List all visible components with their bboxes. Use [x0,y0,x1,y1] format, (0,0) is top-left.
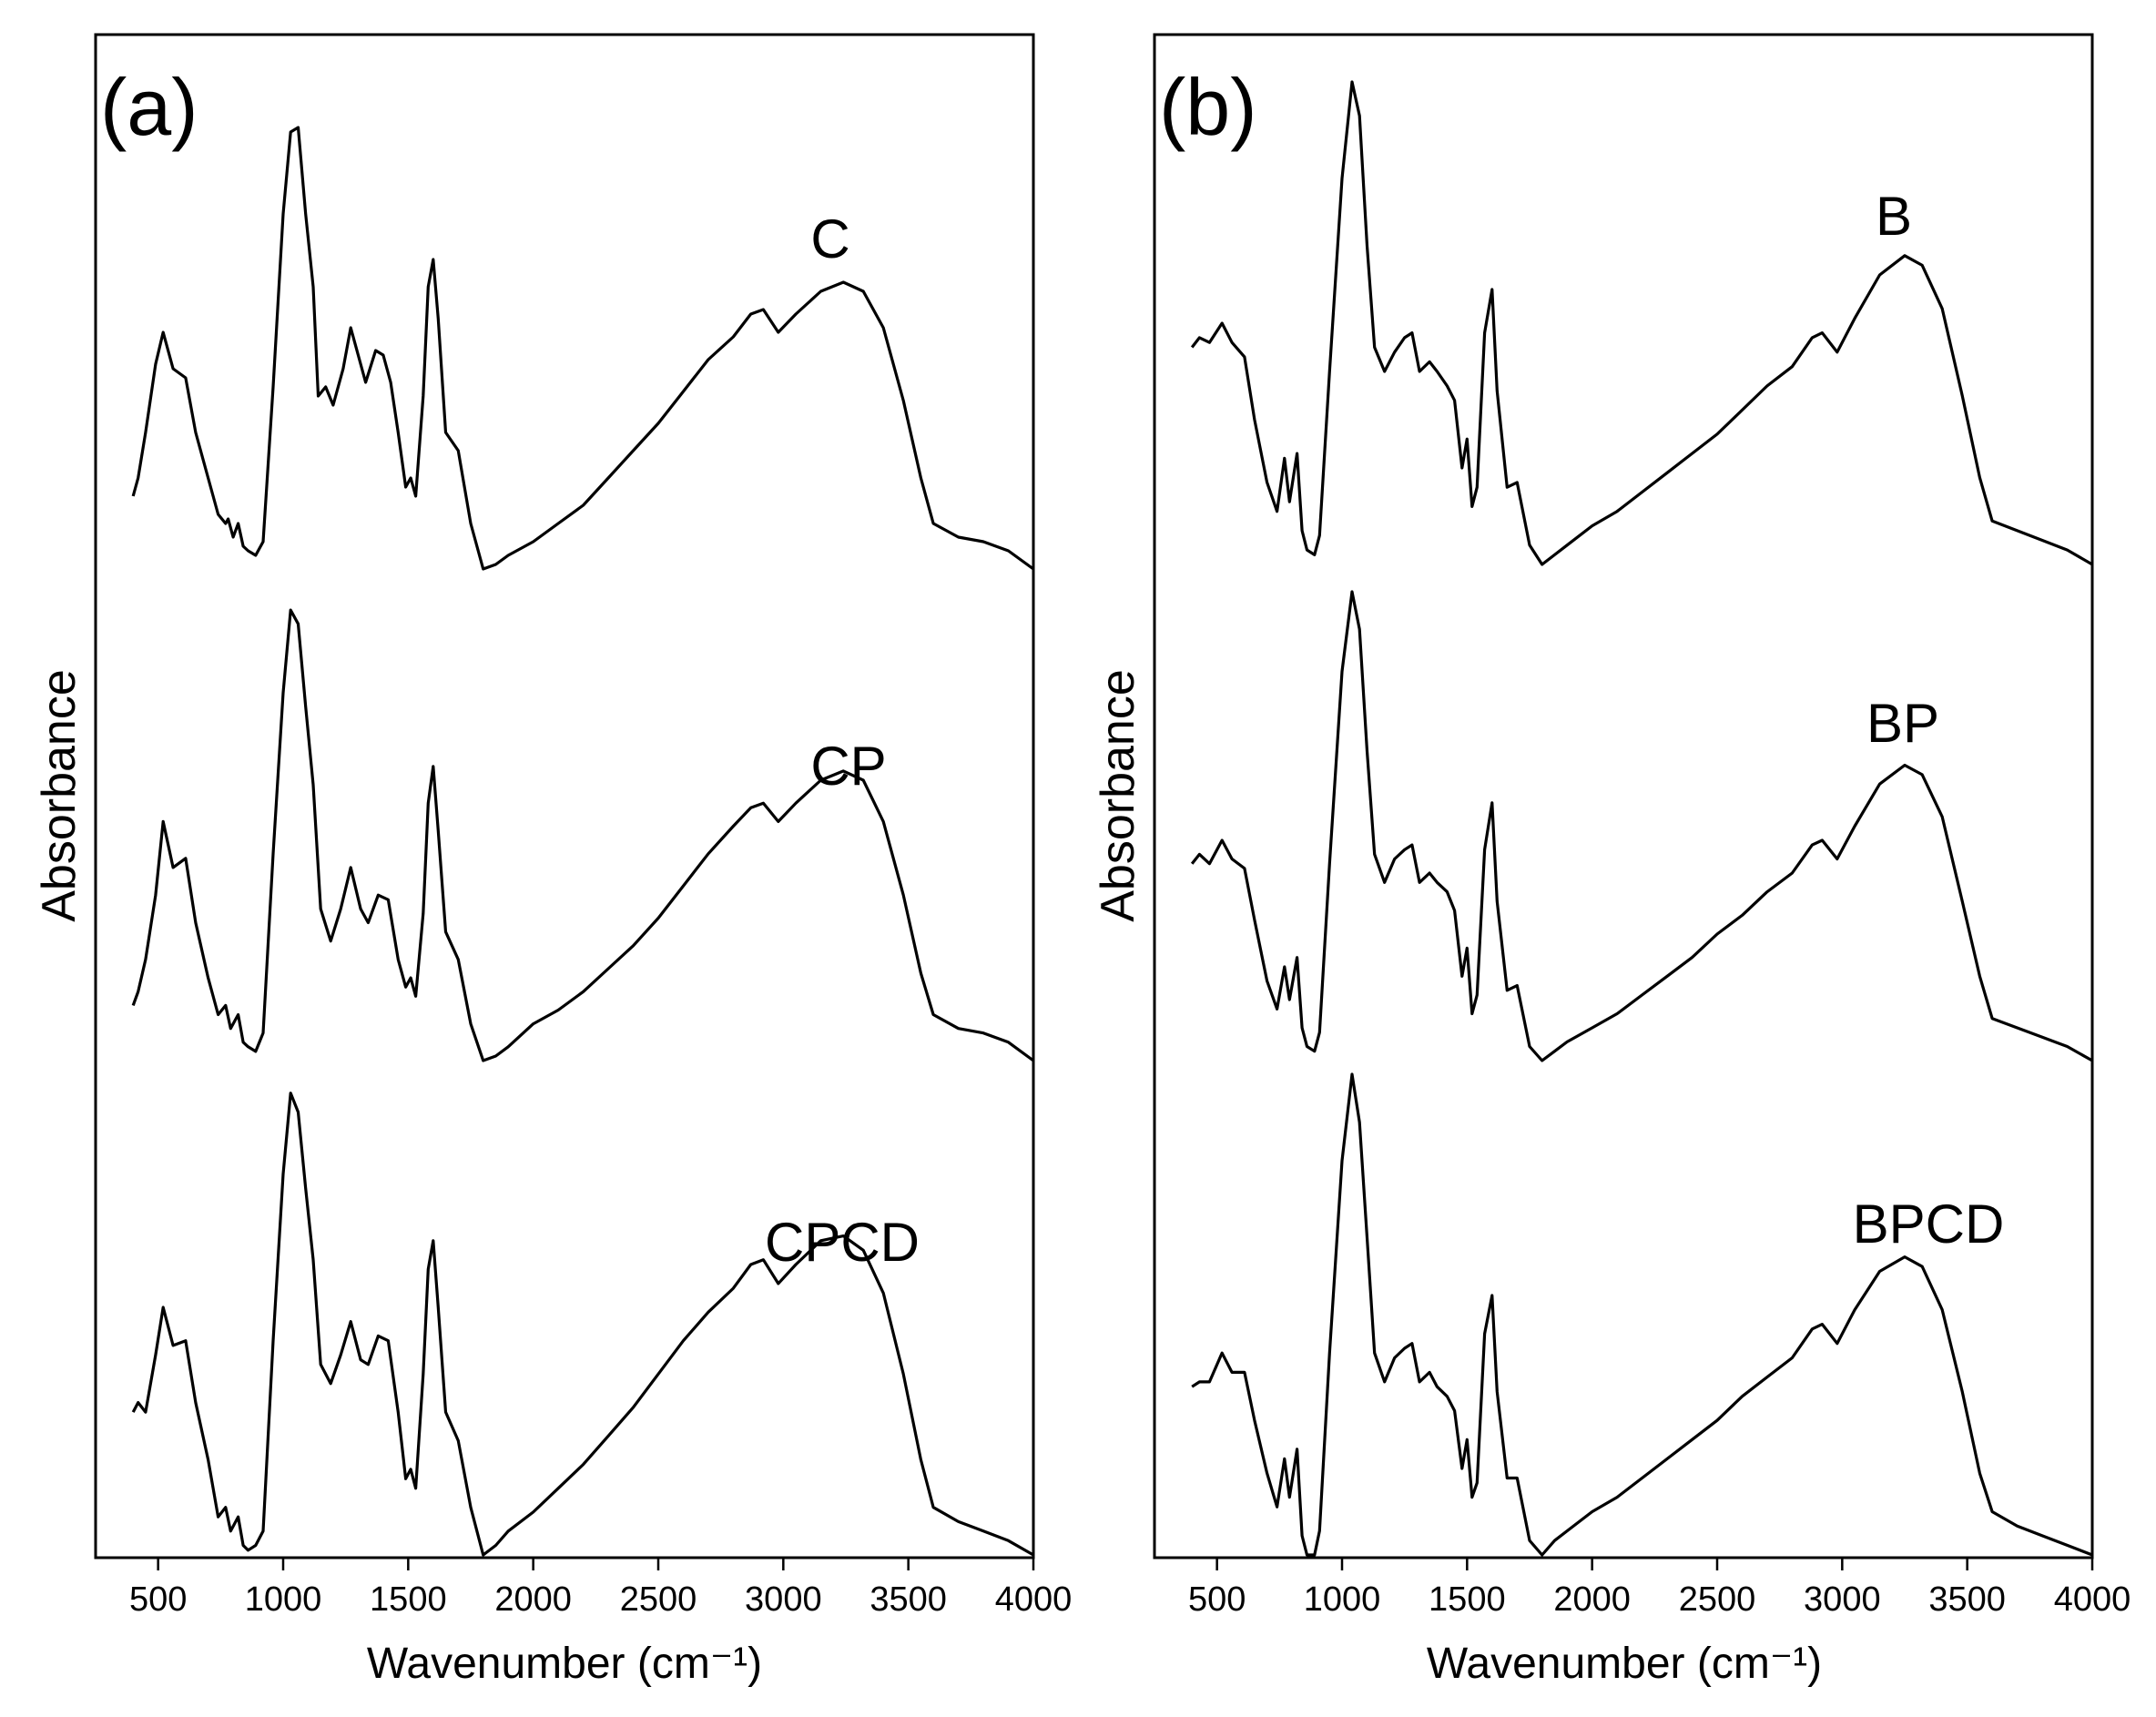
panel-a-label: (a) [100,62,198,152]
panel-a-tick-label-1000: 1000 [245,1580,322,1619]
panel-a-tick-label-500: 500 [129,1580,187,1619]
panel-a-tick-label-3000: 3000 [745,1580,822,1619]
panel-b-frame [1153,33,2094,1560]
series-label-BP: BP [1866,693,1939,754]
panel-a-tick-label-2500: 2500 [620,1580,697,1619]
series-label-B: B [1876,186,1912,247]
panel-b-x-tick-labels: 500 1000 1500 2000 2500 3000 3500 4000 [1188,1580,2131,1619]
panel-b-label: (b) [1159,62,1257,152]
series-line-B [1190,80,2093,566]
panel-b-tick-label-3500: 3500 [1928,1580,2006,1619]
panel-b-x-ticks [1215,1558,2094,1570]
series-line-BPCD [1191,1072,2093,1557]
panel-b-series-labels: B BP BPCD [1853,186,2005,1255]
panel-a: (a) Wavenumber (cm⁻¹) Absorbance 500 100… [33,33,1072,1688]
panel-a-series-labels: C CP CPCD [765,208,920,1273]
panel-b-tick-label-1000: 1000 [1304,1580,1381,1619]
series-line-C [131,126,1034,571]
panel-a-frame [94,33,1035,1560]
panel-a-tick-label-4000: 4000 [995,1580,1073,1619]
series-label-CPCD: CPCD [765,1212,920,1273]
panel-b-tick-label-500: 500 [1188,1580,1246,1619]
series-label-BPCD: BPCD [1853,1194,2005,1255]
panel-a-tick-label-3500: 3500 [870,1580,947,1619]
panel-b-tick-label-3000: 3000 [1804,1580,1881,1619]
panel-a-tick-label-1500: 1500 [370,1580,447,1619]
series-label-C: C [810,208,849,269]
panel-a-x-ticks [157,1558,1035,1570]
panel-b-spectra [1190,80,2093,1557]
series-line-CP [131,608,1034,1062]
panel-b-x-axis-title: Wavenumber (cm⁻¹) [1427,1640,1822,1688]
panel-b-tick-label-1500: 1500 [1429,1580,1506,1619]
panel-a-y-axis-title: Absorbance [33,669,86,922]
panel-b-tick-label-2000: 2000 [1553,1580,1631,1619]
panel-a-x-tick-labels: 500 1000 1500 2000 2500 3000 3500 4000 [129,1580,1072,1619]
panel-b-y-axis-title: Absorbance [1092,669,1144,922]
panel-a-x-axis-title: Wavenumber (cm⁻¹) [367,1640,762,1688]
series-line-BP [1190,590,2093,1062]
series-line-CPCD [131,1092,1034,1557]
panel-a-spectra [131,126,1034,1557]
panel-b: (b) Wavenumber (cm⁻¹) Absorbance 500 100… [1092,33,2131,1688]
panel-a-tick-label-2000: 2000 [494,1580,572,1619]
panel-b-tick-label-2500: 2500 [1679,1580,1756,1619]
series-label-CP: CP [810,736,886,797]
panel-b-tick-label-4000: 4000 [2054,1580,2131,1619]
